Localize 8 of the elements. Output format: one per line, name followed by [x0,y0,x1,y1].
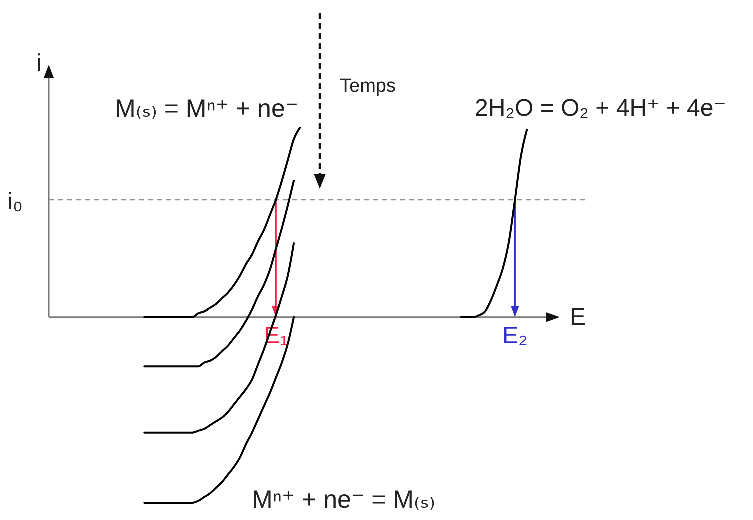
text: 2H₂O = O₂ + 4H⁺ + 4e⁻ [475,95,726,122]
ref-line-label: i₀ [8,188,23,216]
x-tick-label: E₂ [502,322,528,350]
annotation: Mⁿ⁺ + ne⁻ = M₍ₛ₎ [252,486,436,514]
text: Temps [340,76,396,97]
text: M₍ₛ₎ = Mⁿ⁺ + ne⁻ [115,95,299,123]
y-axis-title: i [36,50,42,77]
x-axis-title: E [570,304,586,331]
